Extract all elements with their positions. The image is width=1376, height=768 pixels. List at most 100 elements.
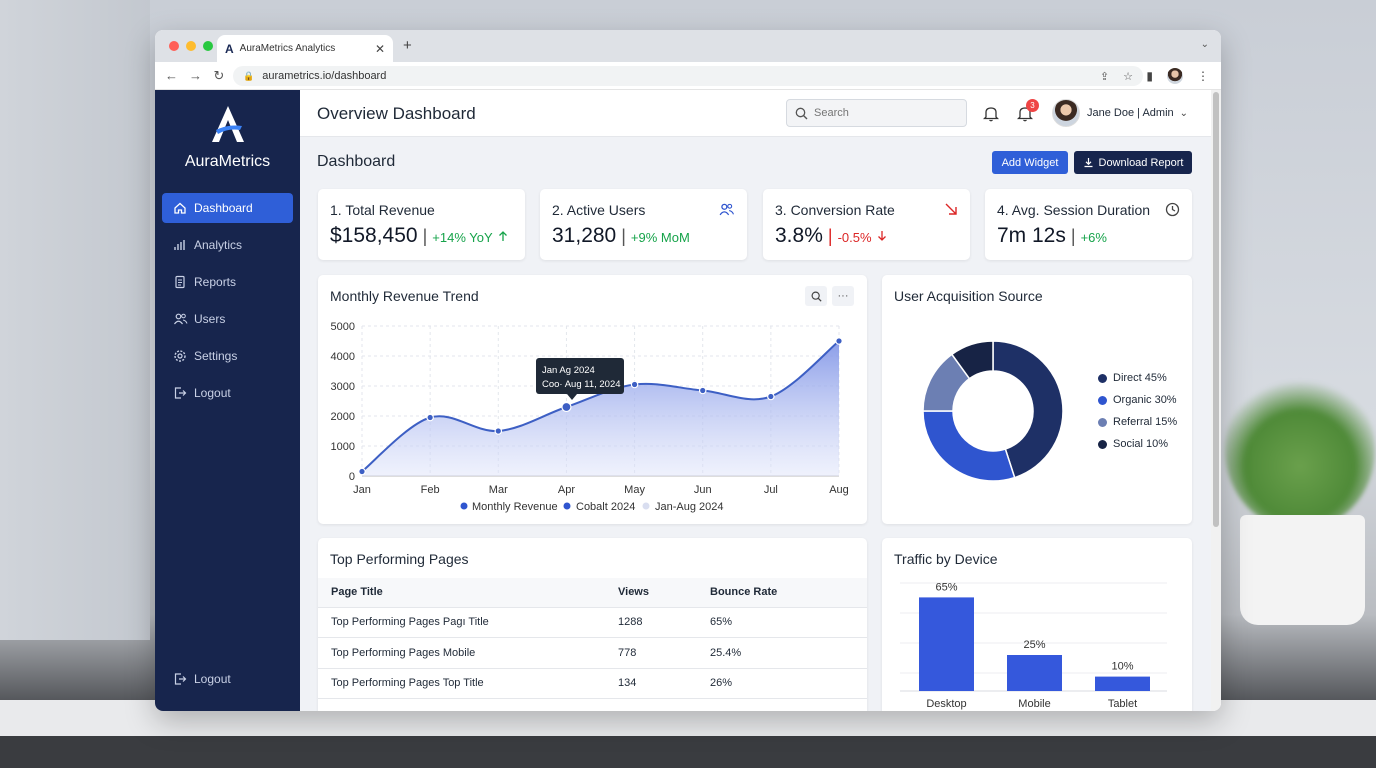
table-row-partial[interactable]: ▬▬▬ [318, 698, 867, 711]
tab-close-icon[interactable]: ✕ [374, 41, 385, 56]
minimize-window-button[interactable] [186, 41, 196, 51]
bar-desktop[interactable] [919, 597, 974, 691]
sidebar-item-label: Logout [194, 386, 231, 400]
data-point[interactable] [767, 392, 775, 401]
new-tab-icon[interactable]: + [403, 37, 412, 54]
table-cell: 778 [618, 637, 710, 669]
column-header[interactable]: Bounce Rate [710, 578, 867, 608]
donut-slice-organic[interactable] [922, 410, 1016, 482]
browser-menu-icon[interactable]: ⋮ [1197, 69, 1209, 83]
sidebar-item-users[interactable]: Users [162, 304, 293, 334]
zoom-button[interactable] [805, 286, 827, 306]
data-point[interactable] [561, 401, 572, 413]
brand-name: AuraMetrics [184, 153, 271, 170]
page-title: Overview Dashboard [317, 104, 476, 123]
kpi-value-row: 31,280 | +9% MoM [552, 224, 690, 247]
data-point[interactable] [630, 380, 639, 389]
sidebar-item-logout[interactable]: Logout [162, 378, 293, 408]
page-scrollbar[interactable] [1211, 90, 1221, 711]
sidebar-item-analytics[interactable]: Analytics [162, 230, 293, 260]
sidebar-bottom-logout[interactable]: Logout [162, 664, 293, 694]
bar-mobile[interactable] [1007, 655, 1062, 691]
data-point[interactable] [426, 413, 434, 422]
avatar [1052, 99, 1080, 127]
gear-icon [172, 348, 188, 364]
sidebar-item-label: Analytics [194, 238, 243, 252]
legend-item: Cobalt 2024 [576, 501, 635, 513]
donut-slice-social[interactable] [950, 340, 994, 380]
top-pages-table-wrap: Page Title Views Bounce Rate Top Perform… [318, 578, 867, 711]
notifications-bell-icon[interactable] [1017, 105, 1033, 122]
x-tick-label: Mar [489, 484, 508, 496]
table-cell [710, 698, 867, 711]
table-cell: 25.4% [710, 637, 867, 669]
y-tick-label: 5000 [331, 321, 355, 333]
top-pages-card: Top Performing Pages Page Title Views Bo… [318, 538, 867, 711]
profile-avatar-icon[interactable] [1167, 68, 1183, 84]
window-controls [169, 41, 213, 51]
kpi-label: 3. Conversion Rate [775, 202, 895, 218]
data-point[interactable] [494, 427, 503, 435]
user-menu[interactable]: Jane Doe | Admin ⌄ [1052, 99, 1188, 127]
table-header-row: Page Title Views Bounce Rate [318, 578, 867, 608]
y-tick-label: 3000 [331, 381, 355, 393]
brand-logo-icon [211, 106, 244, 142]
download-icon [1084, 158, 1092, 168]
sidebar-nav: Dashboard Analytics Reports Users Settin… [155, 193, 300, 408]
kpi-value: 7m 12s [997, 224, 1066, 247]
tab-favicon-icon: A [225, 41, 234, 56]
column-header[interactable]: Views [618, 578, 710, 608]
reload-icon[interactable]: ↻ [213, 67, 225, 83]
close-window-button[interactable] [169, 41, 179, 51]
table-cell: Top Performing Pages Top Title [318, 668, 618, 699]
app: AuraMetrics Dashboard Analytics Reports [155, 90, 1221, 711]
tooltip-line-1: Jan Ag 2024 [542, 365, 595, 376]
maximize-window-button[interactable] [203, 41, 213, 51]
acquisition-card: User Acquisition Source Direct 45% Organ… [882, 275, 1192, 524]
card-title: Monthly Revenue Trend [330, 288, 479, 304]
sidebar-item-dashboard[interactable]: Dashboard [162, 193, 293, 223]
scrollbar-thumb[interactable] [1213, 92, 1219, 527]
kpi-label: 2. Active Users [552, 202, 646, 218]
data-point[interactable] [698, 386, 707, 395]
sidebar-item-settings[interactable]: Settings [162, 341, 293, 371]
kpi-delta: +6% [1080, 230, 1107, 245]
top-pages-table: Page Title Views Bounce Rate Top Perform… [318, 578, 867, 711]
kpi-card-active-users: 2. Active Users 31,280 | +9% MoM [540, 189, 747, 260]
table-row[interactable]: Top Performing Pages Pagı Title 1288 65% [318, 607, 867, 638]
forward-icon[interactable]: → [189, 68, 202, 83]
kpi-label: 1. Total Revenue [330, 202, 435, 218]
bar-value-label: 25% [1023, 639, 1045, 651]
table-cell: 65% [710, 607, 867, 638]
bar-tablet[interactable] [1095, 676, 1150, 691]
acquisition-donut-chart [922, 340, 1064, 482]
url-field[interactable]: 🔒 aurametrics.io/dashboard ⇪ ☆ [233, 66, 1143, 86]
bell-icon[interactable] [983, 105, 999, 122]
share-icon[interactable]: ⇪ [1099, 70, 1110, 83]
data-point[interactable] [835, 337, 843, 345]
more-options-button[interactable]: ··· [832, 286, 854, 306]
kpi-card-total-revenue: 1. Total Revenue $158,450 | +14% YoY [318, 189, 525, 260]
bar-category-label: Mobile [1018, 698, 1050, 710]
browser-tab[interactable]: A AuraMetrics Analytics ✕ [217, 35, 393, 62]
column-header[interactable]: Page Title [318, 578, 618, 608]
donut-slice-direct[interactable] [992, 340, 1064, 479]
download-report-button[interactable]: Download Report [1074, 151, 1192, 174]
data-point[interactable] [358, 467, 366, 476]
table-cell: 26% [710, 668, 867, 699]
sidebar-item-reports[interactable]: Reports [162, 267, 293, 297]
card-title: User Acquisition Source [894, 288, 1043, 304]
table-row[interactable]: Top Performing Pages Mobile 778 25.4% [318, 637, 867, 669]
bookmark-star-icon[interactable]: ☆ [1123, 70, 1133, 83]
add-widget-button[interactable]: Add Widget [992, 151, 1068, 174]
legend-item: Organic 30% [1098, 394, 1177, 406]
table-row[interactable]: Top Performing Pages Top Title 134 26% [318, 668, 867, 699]
back-icon[interactable]: ← [165, 68, 178, 83]
chart-tooltip: Jan Ag 2024 Coo· Aug 11, 2024 [536, 358, 624, 400]
sidepanel-icon[interactable]: ▮ [1146, 69, 1153, 83]
kpi-value-row: 3.8% | -0.5% [775, 224, 888, 248]
search-input[interactable] [814, 107, 954, 119]
table-cell: 1288 [618, 607, 710, 638]
tab-menu-chevron-icon[interactable]: ⌄ [1200, 39, 1209, 50]
search-box[interactable] [786, 99, 967, 127]
